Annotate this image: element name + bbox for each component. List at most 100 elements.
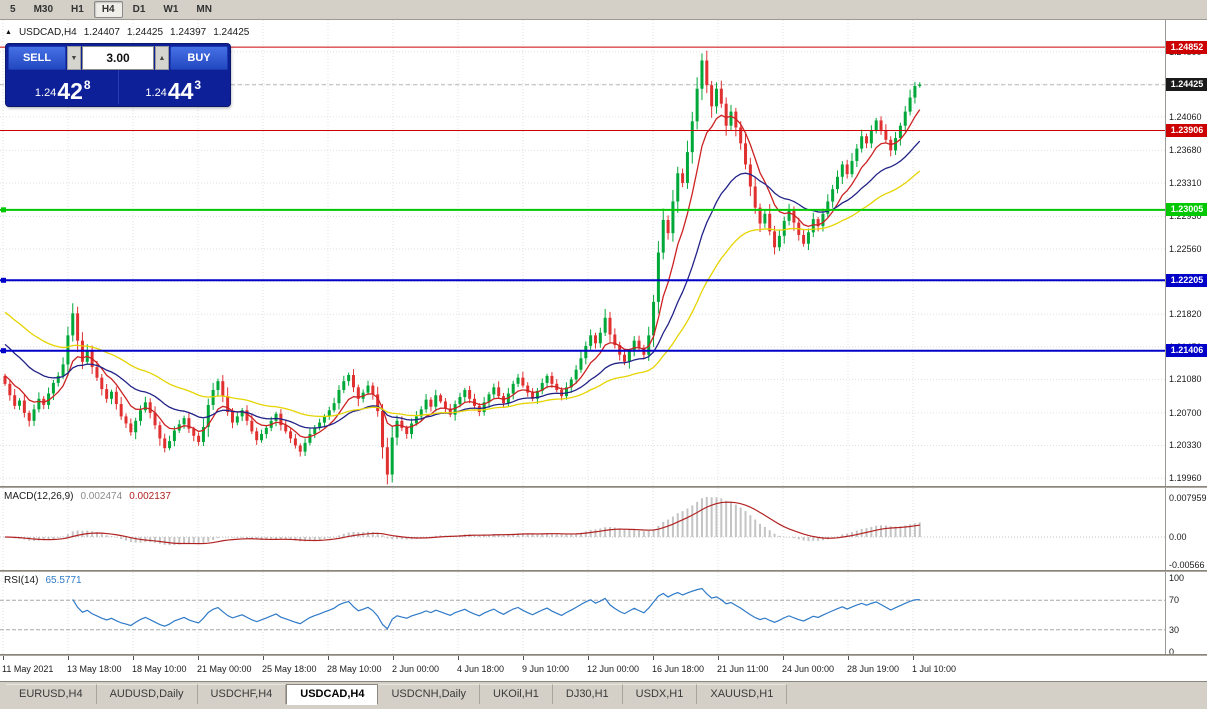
time-axis-tick [653, 656, 654, 660]
timeframe-button-d1[interactable]: D1 [132, 4, 146, 15]
chart-tab-bar: EURUSD,H4 AUDUSD,Daily USDCHF,H4 USDCAD,H4 U… [0, 681, 1207, 709]
price-axis-label: 1.20330 [1169, 440, 1202, 451]
tab-usdx-h1[interactable]: USDX,H1 [622, 684, 698, 704]
rsi-line [72, 587, 920, 630]
main-chart-canvas[interactable] [0, 20, 1165, 486]
sell-price-sup: 8 [83, 78, 91, 92]
time-axis-tick [913, 656, 914, 660]
price-axis-label: 1.22560 [1169, 244, 1202, 255]
tab-usdcnh-daily[interactable]: USDCNH,Daily [378, 684, 481, 704]
price-axis-label: 1.24060 [1169, 111, 1202, 122]
tab-usdchf-h4[interactable]: USDCHF,H4 [197, 684, 287, 704]
timeframe-button-h1[interactable]: H1 [71, 4, 84, 15]
volume-increase-button[interactable]: ▲ [155, 46, 169, 70]
time-axis-label: 25 May 18:00 [262, 664, 317, 674]
time-axis-tick [263, 656, 264, 660]
price-axis-label: 1.20700 [1169, 407, 1202, 418]
rsi-value: 65.5771 [45, 575, 82, 586]
rsi-pane[interactable]: RSI(14) 65.5771 [0, 572, 1165, 654]
time-axis-label: 28 May 10:00 [327, 664, 382, 674]
ohlc-close: 1.24425 [213, 27, 250, 38]
price-axis-label: 1.19960 [1169, 473, 1202, 484]
time-axis-label: 28 Jun 19:00 [847, 664, 900, 674]
hline-handle-blue-level-upper [1, 277, 6, 283]
sell-price-prefix: 1.24 [34, 87, 57, 99]
price-tag-blue-level-upper: 1.22205 [1166, 273, 1207, 287]
rsi-axis-label: 0 [1169, 647, 1175, 657]
macd-signal-value: 0.002137 [129, 491, 171, 502]
price-tag-blue-level-lower: 1.21406 [1166, 344, 1207, 358]
price-axis-label: 1.23310 [1169, 177, 1202, 188]
time-axis-tick [3, 656, 4, 660]
timeframe-button-m30[interactable]: M30 [33, 4, 54, 15]
hline-handle-green-level [1, 207, 6, 213]
buy-price-big: 44 [167, 78, 194, 104]
time-axis-tick [393, 656, 394, 660]
rsi-label: RSI(14) [4, 575, 39, 586]
fast-ma-red [4, 109, 921, 439]
time-axis-tick [68, 656, 69, 660]
tab-xauusd-h1[interactable]: XAUUSD,H1 [697, 684, 788, 704]
ohlc-low: 1.24397 [170, 27, 207, 38]
tab-ukoil-h1[interactable]: UKOil,H1 [480, 684, 553, 704]
sell-button[interactable]: SELL [8, 46, 66, 70]
price-axis-label: 1.21080 [1169, 374, 1202, 385]
tab-eurusd-h4[interactable]: EURUSD,H4 [6, 684, 97, 704]
time-axis-label: 2 Jun 00:00 [392, 664, 440, 674]
rsi-canvas[interactable] [0, 572, 1165, 654]
timeframe-button-5[interactable]: 5 [10, 4, 16, 15]
timeframe-button-w1[interactable]: W1 [163, 4, 179, 15]
buy-button[interactable]: BUY [170, 46, 228, 70]
macd-axis-label: 0.00 [1169, 532, 1187, 542]
symbol-name: USDCAD,H4 [18, 27, 77, 38]
time-axis-label: 4 Jun 18:00 [457, 664, 505, 674]
main-chart-pane[interactable]: ▲ USDCAD,H4 1.24407 1.24425 1.24397 1.24… [0, 20, 1165, 486]
macd-pane[interactable]: MACD(12,26,9) 0.002474 0.002137 [0, 488, 1165, 570]
time-axis-tick [783, 656, 784, 660]
macd-signal-line [4, 501, 920, 545]
time-axis-label: 12 Jun 00:00 [587, 664, 640, 674]
macd-axis-label: 0.007959 [1169, 492, 1207, 503]
ohlc-open: 1.24407 [83, 27, 120, 38]
buy-price-sup: 3 [194, 78, 202, 92]
slow-ma-yellow [4, 170, 921, 418]
time-axis[interactable]: 11 May 2021 13 May 18:00 18 May 10:00 21 Ma… [0, 656, 1207, 681]
mid-ma-navy [4, 140, 921, 429]
price-axis[interactable]: 1.248001.244301.240601.236801.233101.229… [1165, 20, 1207, 657]
time-axis-label: 13 May 18:00 [67, 664, 122, 674]
time-axis-label: 21 May 00:00 [197, 664, 252, 674]
sell-price-big: 42 [57, 78, 83, 104]
time-axis-tick [328, 656, 329, 660]
symbol-header: ▲ USDCAD,H4 1.24407 1.24425 1.24397 1.24… [5, 27, 249, 38]
price-tag-resistance-upper: 1.24852 [1166, 40, 1207, 54]
time-axis-tick [588, 656, 589, 660]
volume-decrease-button[interactable]: ▼ [67, 46, 81, 70]
time-axis-tick [848, 656, 849, 660]
price-tag-current: 1.24425 [1166, 78, 1207, 92]
timeframe-button-h4[interactable]: H4 [93, 1, 123, 18]
time-axis-label: 9 Jun 10:00 [522, 664, 570, 674]
time-axis-tick [523, 656, 524, 660]
tab-usdcad-h4[interactable]: USDCAD,H4 [286, 684, 379, 705]
price-axis-label: 1.22930 [1169, 211, 1202, 222]
price-tag-resistance-lower: 1.23906 [1166, 123, 1207, 137]
tick-up-icon: ▲ [5, 29, 12, 36]
tab-dj30-h1[interactable]: DJ30,H1 [552, 684, 623, 704]
pane-separator-main-macd[interactable] [0, 486, 1207, 488]
time-axis-tick [458, 656, 459, 660]
volume-input[interactable]: 3.00 [82, 46, 154, 70]
pane-separator-macd-rsi[interactable] [0, 570, 1207, 572]
macd-axis-label: -0.00566 [1169, 559, 1205, 570]
candles-group [3, 50, 922, 485]
macd-canvas[interactable] [0, 488, 1165, 570]
buy-price-display[interactable]: 1.24 44 3 [119, 70, 229, 104]
ohlc-high: 1.24425 [126, 27, 164, 38]
macd-histogram [4, 497, 921, 546]
pane-separator-rsi-timeaxis [0, 654, 1207, 656]
tab-audusd-daily[interactable]: AUDUSD,Daily [96, 684, 198, 704]
sell-price-display[interactable]: 1.24 42 8 [8, 70, 119, 104]
one-click-trade-panel: SELL ▼ 3.00 ▲ BUY 1.24 42 8 1.24 44 3 [6, 44, 230, 106]
timeframe-button-mn[interactable]: MN [196, 4, 212, 15]
time-axis-label: 24 Jun 00:00 [782, 664, 835, 674]
